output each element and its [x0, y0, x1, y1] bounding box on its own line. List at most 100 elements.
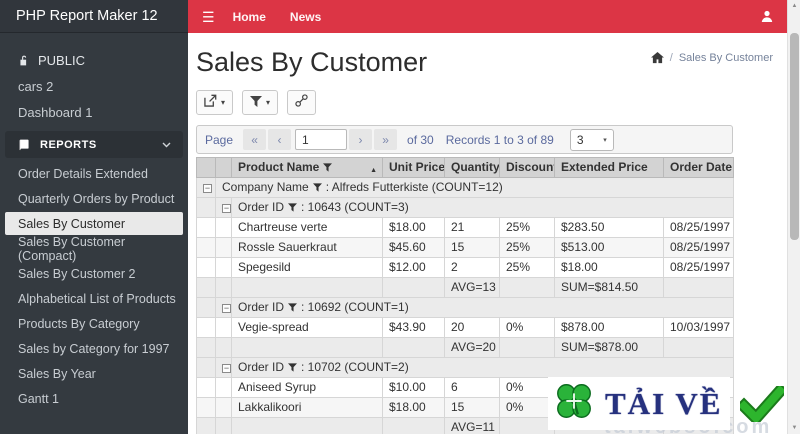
clover-icon — [553, 380, 595, 427]
home-icon[interactable] — [650, 52, 664, 64]
header-spacer — [215, 157, 232, 178]
order-group-label: Order ID : 10692 (COUNT=1) — [231, 297, 734, 318]
order-group-row: − Order ID : 10702 (COUNT=2) — [196, 357, 734, 378]
company-group-row: − Company Name : Alfreds Futterkiste (CO… — [196, 177, 734, 198]
checkmark-icon — [740, 385, 785, 422]
filter-button[interactable]: ▾ — [242, 90, 279, 115]
export-button[interactable]: ▾ — [196, 90, 234, 115]
report-link-label: Sales By Customer — [18, 216, 125, 231]
sidebar-item-dashboard1[interactable]: Dashboard 1 — [0, 99, 188, 125]
table-row: Chartreuse verte $18.00 21 25% $283.50 0… — [196, 217, 734, 238]
filter-icon[interactable] — [312, 183, 322, 192]
main-content: / Sales By Customer Sales By Customer ▾ … — [188, 33, 787, 434]
nav-home[interactable]: Home — [232, 9, 266, 24]
order-group-label: Order ID : 10702 (COUNT=2) — [231, 357, 734, 378]
sidebar-report-sales-by-category-1997[interactable]: Sales by Category for 1997 — [5, 337, 183, 360]
scrollbar-thumb[interactable] — [790, 33, 799, 240]
page-label: Page — [205, 132, 234, 147]
last-page-button[interactable]: » — [374, 129, 398, 150]
filter-icon[interactable] — [288, 363, 298, 372]
header-order-date[interactable]: Order Date — [663, 157, 734, 178]
cell-quantity: 15 — [444, 397, 500, 418]
cell-product-name: Lakkalikoori — [231, 397, 383, 418]
sidebar-report-quarterly-orders[interactable]: Quarterly Orders by Product — [5, 187, 183, 210]
export-icon — [204, 94, 217, 112]
order-group-row: − Order ID : 10692 (COUNT=1) — [196, 297, 734, 318]
cell-quantity: 2 — [444, 257, 500, 278]
prev-page-button[interactable]: ‹ — [268, 129, 292, 150]
report-table: Product Name ▲ Unit Price Quantity Disco… — [196, 157, 734, 434]
top-navbar: ☰ Home News — [188, 0, 787, 33]
order-group-row: − Order ID : 10643 (COUNT=3) — [196, 197, 734, 218]
sidebar-report-order-details-extended[interactable]: Order Details Extended — [5, 162, 183, 185]
sidebar-section-public[interactable]: PUBLIC — [0, 47, 188, 73]
cell-extended-price: $878.00 — [554, 317, 664, 338]
unlock-icon — [18, 54, 31, 67]
cell-quantity: 6 — [444, 377, 500, 398]
header-product-name[interactable]: Product Name ▲ — [231, 157, 383, 178]
book-icon — [18, 138, 31, 151]
cell-extended-price: $283.50 — [554, 217, 664, 238]
cell-discount: 25% — [499, 257, 555, 278]
report-link-label: Gantt 1 — [18, 391, 59, 406]
group-field-label: Order ID — [238, 300, 285, 314]
sidebar-report-sales-by-customer[interactable]: Sales By Customer — [5, 212, 183, 235]
summary-avg: AVG=13 — [444, 277, 500, 298]
header-label: Product Name — [238, 160, 320, 174]
scroll-up-icon[interactable]: ▲ — [791, 3, 798, 9]
sidebar-group-label: REPORTS — [40, 138, 97, 151]
cell-discount: 25% — [499, 237, 555, 258]
filter-icon[interactable] — [323, 163, 333, 172]
scroll-down-icon[interactable]: ▼ — [791, 425, 798, 431]
collapse-toggle-icon[interactable]: − — [222, 203, 231, 213]
sidebar-section-label: PUBLIC — [38, 52, 85, 68]
nav-news[interactable]: News — [289, 9, 322, 24]
sidebar-report-products-by-category[interactable]: Products By Category — [5, 312, 183, 335]
page-number-input[interactable] — [295, 129, 348, 150]
sidebar-report-alphabetical-products[interactable]: Alphabetical List of Products — [5, 287, 183, 310]
collapse-toggle-icon[interactable]: − — [222, 303, 231, 313]
sidebar-report-sales-by-customer-compact[interactable]: Sales By Customer (Compact) — [5, 234, 183, 263]
first-page-button[interactable]: « — [243, 129, 267, 150]
collapse-toggle-icon[interactable]: − — [203, 183, 212, 193]
header-extended-price[interactable]: Extended Price — [554, 157, 664, 178]
watermark-text: TẢI VỀ — [605, 385, 723, 421]
pagination-bar: Page « ‹ › » of 30 Records 1 to 3 of 89 … — [196, 125, 733, 154]
cell-discount: 0% — [499, 377, 555, 398]
page-title: Sales By Customer — [196, 47, 428, 77]
sidebar-report-gantt-1[interactable]: Gantt 1 — [5, 387, 183, 410]
report-link-label: Sales By Customer 2 — [18, 266, 136, 281]
sidebar-item-cars2[interactable]: cars 2 — [0, 73, 188, 99]
header-unit-price[interactable]: Unit Price — [382, 157, 445, 178]
cell-order-date: 10/03/1997 — [663, 317, 734, 338]
cell-order-date: 08/25/1997 — [663, 217, 734, 238]
cell-quantity: 15 — [444, 237, 500, 258]
group-value-label: : Alfreds Futterkiste (COUNT=12) — [325, 180, 503, 194]
sort-asc-icon: ▲ — [370, 167, 377, 174]
permalink-button[interactable] — [287, 90, 317, 115]
sidebar-group-reports[interactable]: REPORTS — [5, 131, 183, 158]
filter-icon[interactable] — [288, 203, 298, 212]
sidebar-report-sales-by-customer-2[interactable]: Sales By Customer 2 — [5, 262, 183, 285]
cell-product-name: Spegesild — [231, 257, 383, 278]
cell-discount: 25% — [499, 217, 555, 238]
next-page-button[interactable]: › — [349, 129, 373, 150]
toolbar: ▾ ▾ — [196, 90, 779, 115]
caret-down-icon: ▾ — [266, 98, 271, 107]
header-spacer — [196, 157, 216, 178]
user-icon[interactable] — [761, 10, 773, 23]
collapse-toggle-icon[interactable]: − — [222, 363, 231, 373]
sidebar-report-sales-by-year[interactable]: Sales By Year — [5, 362, 183, 385]
filter-icon[interactable] — [288, 303, 298, 312]
header-quantity[interactable]: Quantity — [444, 157, 500, 178]
page-size-select[interactable]: 3 ▾ — [569, 128, 614, 151]
group-value-label: : 10702 (COUNT=2) — [301, 360, 409, 374]
app-title: PHP Report Maker 12 — [16, 8, 158, 24]
sidebar-item-label: cars 2 — [18, 78, 54, 94]
hamburger-icon[interactable]: ☰ — [202, 8, 215, 25]
report-link-label: Sales By Customer (Compact) — [18, 234, 125, 263]
vertical-scrollbar[interactable]: ▲ ▼ — [787, 0, 800, 434]
page-count-text: of 30 — [407, 132, 434, 147]
header-discount[interactable]: Discount — [499, 157, 555, 178]
report-link-label: Sales by Category for 1997 — [18, 341, 170, 356]
